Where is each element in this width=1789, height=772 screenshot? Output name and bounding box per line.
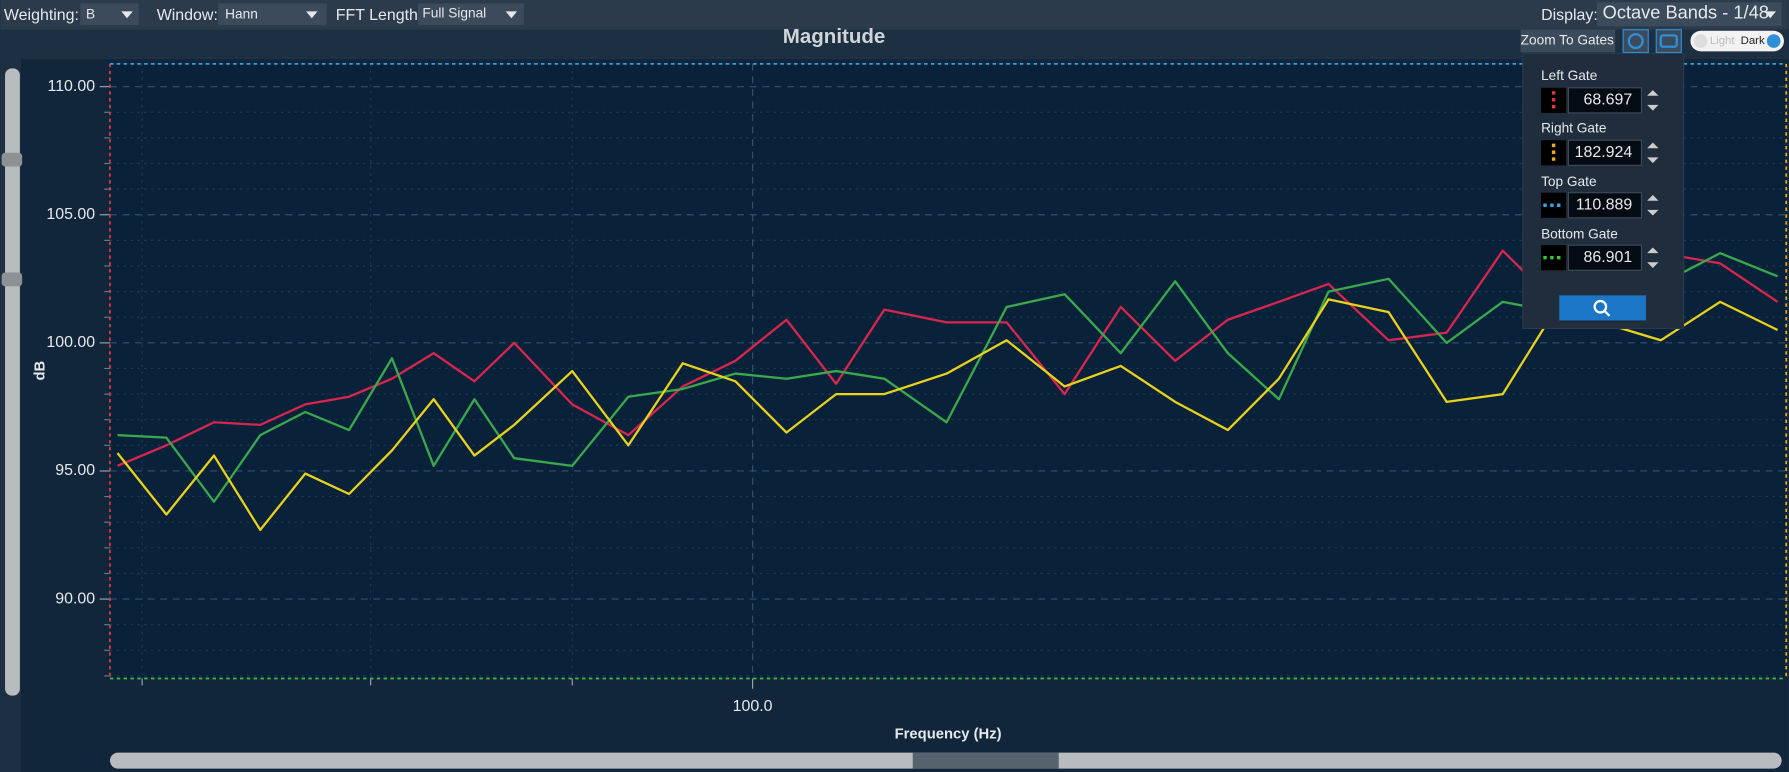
dropdown-arrow bbox=[306, 11, 318, 19]
y-tick-label: 100.00 bbox=[46, 334, 95, 351]
spin-up[interactable] bbox=[1647, 247, 1659, 254]
gate-value: 86.901 bbox=[1583, 249, 1632, 266]
display-label: Display: bbox=[1541, 7, 1598, 24]
gate-label: Bottom Gate bbox=[1541, 227, 1618, 242]
window-label: Window: bbox=[157, 7, 218, 24]
y-tick-label: 90.00 bbox=[55, 590, 95, 607]
spin-down[interactable] bbox=[1647, 209, 1659, 216]
gear-icon bbox=[1627, 33, 1644, 50]
gate-label: Top Gate bbox=[1541, 174, 1596, 189]
chart-title: Magnitude bbox=[783, 25, 886, 48]
fft-dropdown[interactable] bbox=[417, 3, 524, 26]
toggle-knob bbox=[1693, 34, 1708, 48]
camera-icon bbox=[1659, 34, 1678, 48]
display-dropdown[interactable] bbox=[1596, 2, 1782, 27]
theme-light: Light bbox=[1710, 35, 1736, 47]
spin-down[interactable] bbox=[1647, 262, 1659, 268]
gate-input[interactable] bbox=[1567, 139, 1642, 166]
series-line bbox=[116, 298, 1779, 532]
series-line bbox=[117, 249, 1779, 467]
zoom-icon bbox=[1593, 299, 1608, 314]
scroll-handle[interactable] bbox=[1, 272, 23, 287]
spin-down[interactable] bbox=[1647, 157, 1659, 164]
plot: 90.00 95.00 100.00 105.00 110.00 100.0 bbox=[46, 63, 1788, 715]
y-tick-label: 95.00 bbox=[55, 462, 95, 479]
scroll-thumb[interactable] bbox=[912, 752, 1059, 769]
fft-value: Full Signal bbox=[422, 5, 486, 20]
weighting-dropdown[interactable] bbox=[80, 3, 139, 26]
gate-value: 110.889 bbox=[1576, 196, 1633, 213]
zoom-to-gates-button[interactable] bbox=[1520, 29, 1616, 53]
zoom-icon bbox=[1604, 310, 1611, 317]
plot-area bbox=[109, 63, 1787, 679]
weighting-label: Weighting: bbox=[4, 7, 79, 24]
dropdown-arrow bbox=[505, 11, 518, 19]
dropdown-arrow bbox=[121, 11, 133, 19]
spin-up[interactable] bbox=[1647, 90, 1659, 96]
settings-button[interactable] bbox=[1622, 29, 1649, 54]
vertical-scrollbar[interactable] bbox=[5, 68, 20, 696]
window-dropdown[interactable] bbox=[218, 3, 327, 26]
series-line bbox=[117, 252, 1778, 503]
gate-value: 182.924 bbox=[1575, 144, 1633, 161]
scroll-handle[interactable] bbox=[1, 152, 23, 167]
weighting-value: B bbox=[86, 6, 95, 21]
gate-label: Left Gate bbox=[1541, 68, 1597, 83]
x-tick-label: 100.0 bbox=[733, 698, 773, 715]
fft-label: FFT Length: bbox=[336, 7, 423, 24]
y-tick-label: 105.00 bbox=[46, 206, 95, 223]
x-axis-label: Frequency (Hz) bbox=[895, 726, 1002, 742]
window-value: Hann bbox=[225, 6, 258, 21]
gate-input[interactable] bbox=[1567, 192, 1642, 219]
display-value: Octave Bands - 1/48 bbox=[1603, 1, 1769, 22]
toggle-indicator bbox=[1766, 34, 1781, 48]
y-axis-label: dB bbox=[32, 360, 48, 380]
y-tick-label: 110.00 bbox=[48, 78, 96, 95]
gate-value: 68.697 bbox=[1583, 92, 1632, 109]
spin-up[interactable] bbox=[1647, 194, 1659, 201]
gate-input[interactable] bbox=[1567, 87, 1642, 114]
gate-label: Right Gate bbox=[1541, 120, 1606, 135]
gates-panel: Left Gate Right Gate Top Gate Bottom Gat… bbox=[1522, 53, 1685, 329]
spin-down[interactable] bbox=[1647, 104, 1659, 111]
spin-up[interactable] bbox=[1647, 142, 1659, 149]
zoom-button[interactable] bbox=[1559, 295, 1646, 321]
theme-dark: Dark bbox=[1741, 35, 1765, 47]
theme-toggle[interactable] bbox=[1690, 30, 1784, 52]
dropdown-arrow bbox=[1764, 11, 1776, 19]
zoom-to-gates-label: Zoom To Gates bbox=[1521, 33, 1614, 48]
gate-input[interactable] bbox=[1567, 244, 1642, 271]
